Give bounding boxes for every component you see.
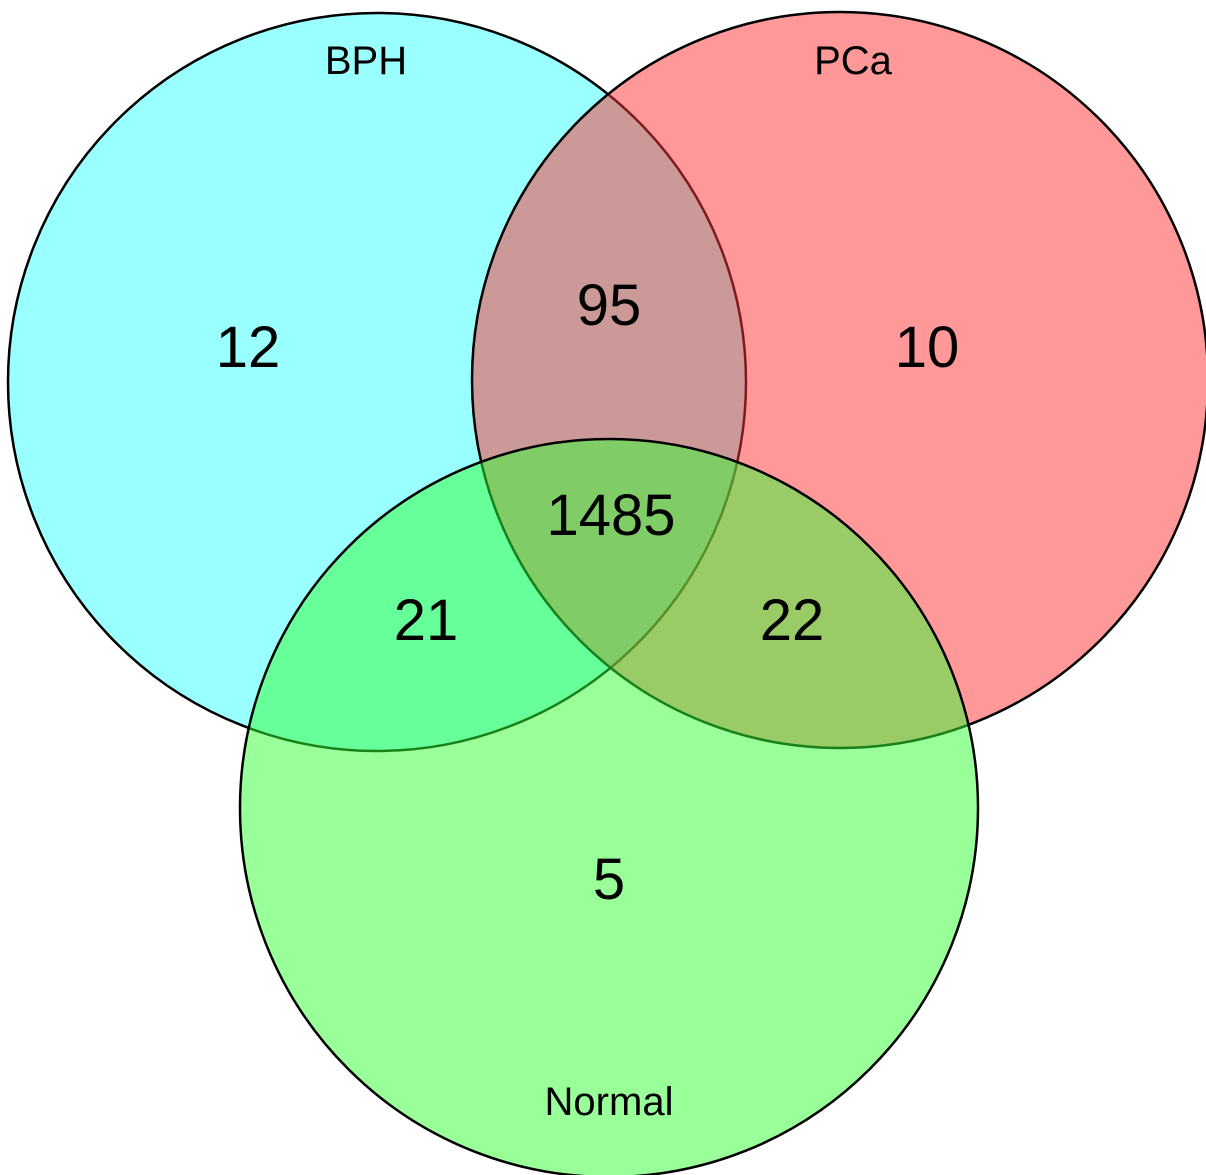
set-label-pca: PCa: [814, 39, 893, 83]
count-pca-only: 10: [895, 315, 960, 380]
count-bph-pca: 95: [577, 273, 642, 338]
count-pca-normal: 22: [760, 588, 825, 653]
set-label-bph: BPH: [325, 39, 407, 83]
count-bph-normal: 21: [394, 588, 459, 653]
count-all-three: 1485: [546, 483, 675, 548]
count-bph-only: 12: [216, 315, 281, 380]
set-label-normal: Normal: [545, 1080, 674, 1124]
count-normal-only: 5: [593, 847, 625, 912]
set-circle-normal: [238, 437, 980, 1175]
